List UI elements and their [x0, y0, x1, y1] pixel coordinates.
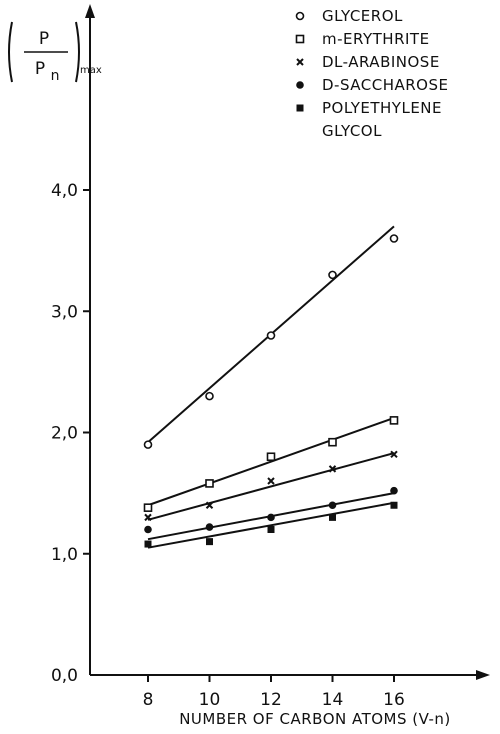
point-series-3 — [328, 501, 337, 510]
legend-marker-0-shape — [295, 11, 305, 21]
point-series-2-shape — [144, 513, 152, 522]
point-series-2 — [267, 477, 275, 485]
point-series-3 — [144, 525, 152, 534]
point-series-4 — [267, 526, 275, 533]
legend-marker-2-shape — [296, 58, 304, 66]
point-series-0 — [143, 440, 153, 449]
point-series-2 — [205, 501, 214, 509]
y-tick-label: 2,0 — [51, 424, 78, 444]
point-series-1-shape — [205, 479, 214, 488]
x-tick-label: 12 — [260, 690, 282, 710]
point-series-0 — [266, 331, 276, 340]
point-series-1 — [266, 452, 276, 462]
legend-marker-4 — [296, 104, 304, 112]
legend-label-2: DL-ARABINOSE — [322, 53, 440, 71]
x-tick-label: 8 — [143, 690, 154, 710]
fit-line-series-2 — [147, 452, 395, 521]
point-series-1-shape — [389, 416, 399, 425]
legend-label-0: GLYCEROL — [322, 7, 403, 25]
point-series-3-shape — [267, 513, 275, 522]
point-series-2-shape — [390, 450, 398, 459]
point-series-4-shape — [267, 526, 275, 533]
legend: GLYCEROL m-ERYTHRITE DL-ARABINOSE D-SACCHAR… — [295, 7, 448, 140]
x-tick-label: 16 — [383, 690, 405, 710]
data-points — [143, 234, 399, 548]
legend-marker-1 — [295, 34, 305, 44]
legend-marker-3-shape — [296, 81, 304, 89]
legend-marker-2 — [296, 58, 304, 66]
point-series-3-shape — [328, 501, 337, 510]
point-series-3 — [205, 523, 214, 531]
point-series-1 — [389, 416, 399, 425]
x-axis-arrow — [476, 670, 490, 680]
point-series-3-shape — [205, 523, 214, 531]
y-label-suffix: max — [80, 65, 102, 76]
point-series-1 — [143, 503, 153, 512]
y-axis-label: P P n max — [8, 21, 102, 84]
point-series-2 — [390, 450, 398, 459]
point-series-2-shape — [328, 465, 337, 473]
point-series-4 — [329, 513, 336, 521]
point-series-1-shape — [328, 437, 337, 447]
ticks: 0,0 1,0 2,0 3,0 4,0 8 10 12 14 16 — [51, 181, 405, 710]
point-series-4-shape — [144, 540, 152, 548]
point-series-0-shape — [143, 440, 153, 449]
point-series-4 — [206, 538, 213, 546]
point-series-0 — [328, 270, 337, 280]
x-axis-title: NUMBER OF CARBON ATOMS (V-n) — [179, 710, 451, 728]
legend-label-4: POLYETHYLENE — [322, 99, 442, 117]
axes — [85, 4, 490, 680]
legend-marker-0 — [295, 11, 305, 21]
legend-marker-3 — [296, 81, 304, 89]
point-series-2 — [328, 465, 337, 473]
point-series-0 — [389, 234, 399, 243]
fit-line-series-1 — [147, 417, 395, 507]
point-series-0-shape — [328, 270, 337, 280]
x-tick-label: 14 — [322, 690, 344, 710]
legend-label-4: GLYCOL — [322, 122, 382, 140]
point-series-1 — [205, 479, 214, 488]
y-tick-label: 3,0 — [51, 302, 78, 322]
fit-line-series-4 — [147, 501, 395, 549]
y-tick-label: 4,0 — [51, 181, 78, 201]
point-series-4-shape — [390, 501, 398, 509]
point-series-2-shape — [205, 501, 214, 509]
point-series-1-shape — [266, 452, 276, 462]
point-series-2 — [144, 513, 152, 522]
point-series-2-shape — [267, 477, 275, 485]
point-series-1-shape — [143, 503, 153, 512]
fit-lines — [147, 225, 395, 549]
x-tick-label: 10 — [199, 690, 221, 710]
legend-label-1: m-ERYTHRITE — [322, 30, 430, 48]
point-series-0-shape — [205, 391, 214, 401]
point-series-4 — [144, 540, 152, 548]
y-label-denominator: P — [35, 59, 45, 79]
point-series-4 — [390, 501, 398, 509]
point-series-3 — [267, 513, 275, 522]
y-axis-arrow — [85, 4, 95, 18]
legend-label-3: D-SACCHAROSE — [322, 76, 448, 94]
y-tick-label: 0,0 — [51, 666, 78, 686]
point-series-4-shape — [206, 538, 213, 546]
point-series-0-shape — [389, 234, 399, 243]
point-series-3 — [390, 486, 398, 495]
y-tick-label: 1,0 — [51, 545, 78, 565]
point-series-4-shape — [329, 513, 336, 521]
point-series-3-shape — [390, 486, 398, 495]
y-label-numerator: P — [39, 29, 49, 49]
legend-marker-1-shape — [295, 34, 305, 44]
legend-marker-4-shape — [296, 104, 304, 112]
point-series-0 — [205, 391, 214, 401]
point-series-1 — [328, 437, 337, 447]
y-label-denominator-subscript: n — [51, 68, 60, 84]
point-series-0-shape — [266, 331, 276, 340]
point-series-3-shape — [144, 525, 152, 534]
